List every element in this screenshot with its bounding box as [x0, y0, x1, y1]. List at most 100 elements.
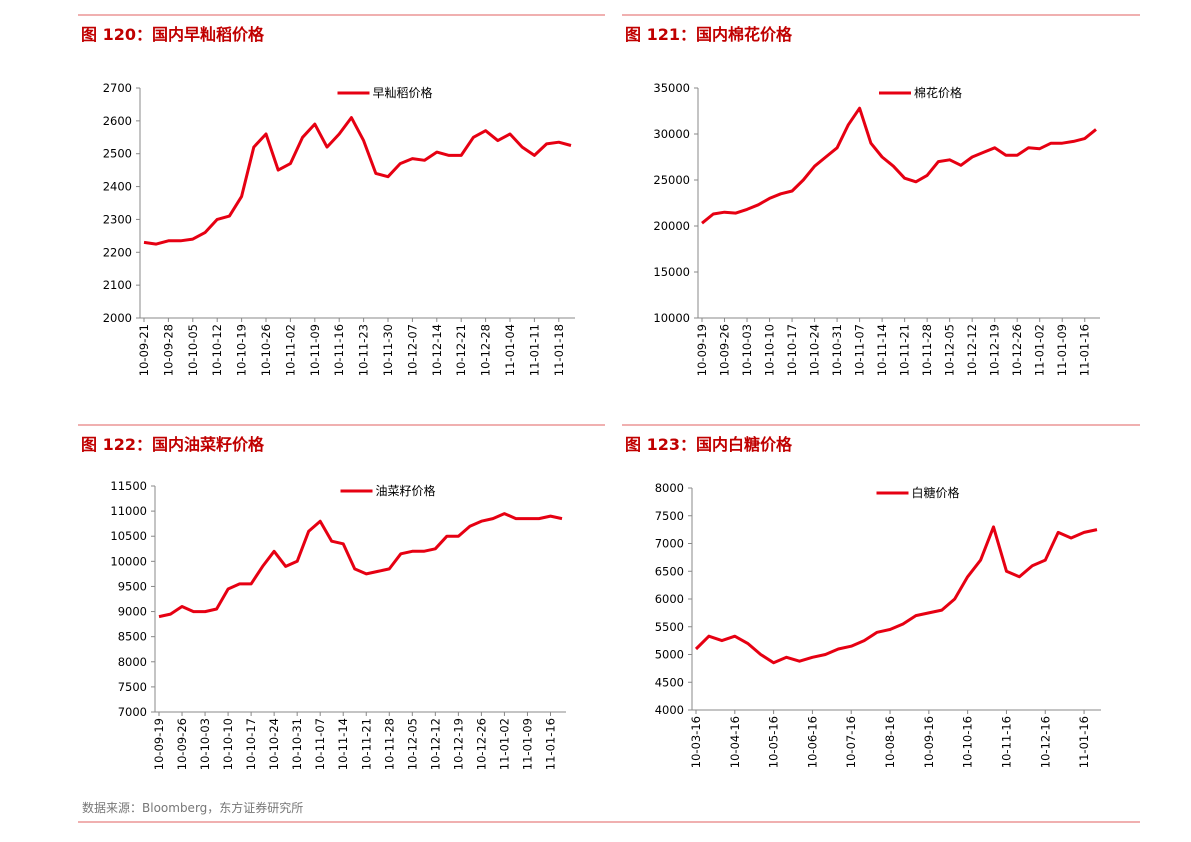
- y-tick-label: 2100: [103, 278, 132, 292]
- y-tick-label: 8000: [655, 481, 684, 495]
- x-tick-label: 10-03-16: [689, 716, 703, 768]
- x-tick-label: 10-12-28: [479, 324, 493, 376]
- y-tick-label: 15000: [653, 265, 690, 279]
- chart-title: 图 123：国内白糖价格: [625, 435, 793, 454]
- series-line: [158, 512, 563, 619]
- x-tick-label: 10-10-17: [244, 718, 258, 770]
- x-tick-label: 10-11-28: [382, 718, 396, 770]
- x-tick-label: 10-11-14: [875, 324, 889, 376]
- legend-label: 棉花价格: [914, 85, 962, 100]
- x-tick-label: 10-11-16: [999, 716, 1013, 768]
- x-tick-label: 10-11-28: [920, 324, 934, 376]
- x-tick-label: 10-12-12: [965, 324, 979, 376]
- y-tick-label: 8000: [118, 655, 147, 669]
- y-tick-label: 11500: [110, 479, 147, 493]
- y-tick-label: 7000: [118, 705, 147, 719]
- y-tick-label: 2600: [103, 114, 132, 128]
- x-tick-label: 10-08-16: [883, 716, 897, 768]
- y-tick-label: 2400: [103, 180, 132, 194]
- x-tick-label: 11-01-16: [543, 718, 557, 770]
- x-tick-label: 10-12-19: [451, 718, 465, 770]
- x-tick-label: 10-10-12: [210, 324, 224, 376]
- x-tick-label: 10-12-26: [474, 718, 488, 770]
- x-tick-label: 10-11-07: [853, 324, 867, 376]
- x-tick-label: 10-10-31: [830, 324, 844, 376]
- x-tick-label: 10-04-16: [728, 716, 742, 768]
- x-tick-label: 10-11-02: [283, 324, 297, 376]
- y-tick-label: 4000: [655, 703, 684, 717]
- source-note: 数据来源：Bloomberg，东方证券研究所: [82, 800, 303, 815]
- x-tick-label: 10-11-09: [308, 324, 322, 376]
- y-tick-label: 2500: [103, 147, 132, 161]
- x-tick-label: 11-01-18: [552, 324, 566, 376]
- x-tick-label: 10-10-10: [763, 324, 777, 376]
- x-tick-label: 10-12-07: [405, 324, 419, 376]
- y-tick-label: 9500: [118, 579, 147, 593]
- y-tick-label: 25000: [653, 173, 690, 187]
- x-tick-label: 10-11-07: [313, 718, 327, 770]
- x-tick-label: 11-01-02: [1033, 324, 1047, 376]
- legend-label: 油菜籽价格: [376, 483, 436, 498]
- x-tick-label: 10-09-19: [695, 324, 709, 376]
- x-tick-label: 10-07-16: [844, 716, 858, 768]
- chart-title: 图 120：国内早籼稻价格: [81, 25, 265, 44]
- x-tick-label: 10-12-26: [1010, 324, 1024, 376]
- x-tick-label: 10-11-14: [336, 718, 350, 770]
- series-line: [701, 106, 1097, 225]
- y-tick-label: 10000: [110, 554, 147, 568]
- x-tick-label: 10-10-10: [221, 718, 235, 770]
- x-tick-label: 10-05-16: [767, 716, 781, 768]
- x-tick-label: 10-10-26: [259, 324, 273, 376]
- x-tick-label: 10-09-19: [152, 718, 166, 770]
- y-tick-label: 5500: [655, 620, 684, 634]
- y-tick-label: 2300: [103, 212, 132, 226]
- x-tick-label: 10-12-19: [988, 324, 1002, 376]
- x-tick-label: 10-11-21: [898, 324, 912, 376]
- y-tick-label: 10500: [110, 529, 147, 543]
- x-tick-label: 10-12-21: [454, 324, 468, 376]
- x-tick-label: 10-10-16: [961, 716, 975, 768]
- x-tick-label: 10-06-16: [805, 716, 819, 768]
- y-tick-label: 2000: [103, 311, 132, 325]
- x-tick-label: 10-11-30: [381, 324, 395, 376]
- chart-title: 图 122：国内油菜籽价格: [81, 435, 265, 454]
- x-tick-label: 11-01-09: [1055, 324, 1069, 376]
- y-tick-label: 9000: [118, 605, 147, 619]
- x-tick-label: 11-01-02: [497, 718, 511, 770]
- y-tick-label: 6000: [655, 592, 684, 606]
- y-tick-label: 2700: [103, 81, 132, 95]
- x-tick-label: 10-11-21: [359, 718, 373, 770]
- x-tick-label: 10-12-14: [430, 324, 444, 376]
- x-tick-label: 10-09-28: [161, 324, 175, 376]
- x-tick-label: 10-09-26: [175, 718, 189, 770]
- y-tick-label: 35000: [653, 81, 690, 95]
- series-line: [143, 116, 572, 246]
- x-tick-label: 11-01-16: [1077, 716, 1091, 768]
- x-tick-label: 10-10-03: [740, 324, 754, 376]
- x-tick-label: 10-09-26: [718, 324, 732, 376]
- y-tick-label: 8500: [118, 630, 147, 644]
- y-tick-label: 7500: [118, 680, 147, 694]
- x-tick-label: 10-10-24: [808, 324, 822, 376]
- y-tick-label: 10000: [653, 311, 690, 325]
- x-tick-label: 10-10-05: [186, 324, 200, 376]
- x-tick-label: 10-11-16: [332, 324, 346, 376]
- x-tick-label: 11-01-04: [503, 324, 517, 376]
- y-tick-label: 7500: [655, 509, 684, 523]
- y-tick-label: 6500: [655, 564, 684, 578]
- y-tick-label: 7000: [655, 537, 684, 551]
- y-tick-label: 30000: [653, 127, 690, 141]
- x-tick-label: 10-12-12: [428, 718, 442, 770]
- x-tick-label: 10-10-24: [267, 718, 281, 770]
- y-tick-label: 20000: [653, 219, 690, 233]
- x-tick-label: 11-01-11: [527, 324, 541, 376]
- y-tick-label: 4500: [655, 675, 684, 689]
- chart-title: 图 121：国内棉花价格: [625, 25, 793, 44]
- y-tick-label: 11000: [110, 504, 147, 518]
- x-tick-label: 10-12-05: [943, 324, 957, 376]
- x-tick-label: 10-09-21: [137, 324, 151, 376]
- x-tick-label: 10-10-19: [235, 324, 249, 376]
- y-tick-label: 2200: [103, 245, 132, 259]
- legend-label: 早籼稻价格: [373, 85, 433, 100]
